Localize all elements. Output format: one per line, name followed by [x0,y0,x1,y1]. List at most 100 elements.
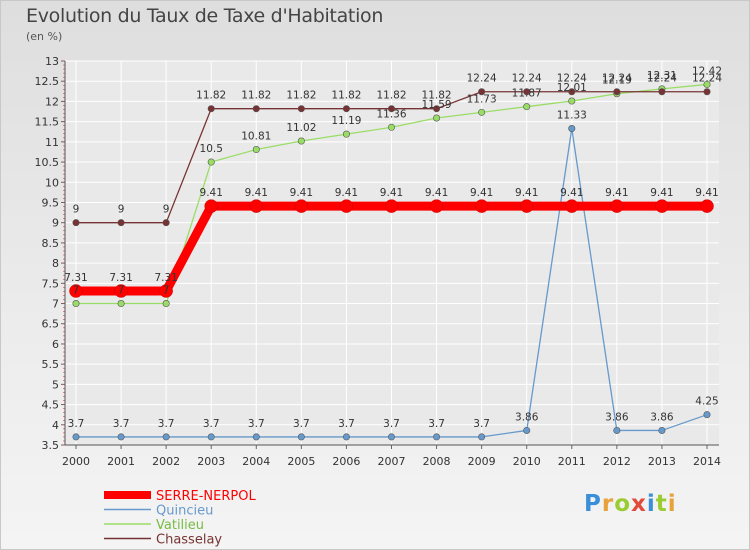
x-tick-label: 2009 [468,455,496,468]
data-point-chasselay [207,105,215,113]
y-tick-label: 9 [52,217,59,230]
data-point-serre-nerpol [700,199,714,213]
x-tick-label: 2008 [423,455,451,468]
data-label: 3.7 [338,418,355,430]
data-label: 11.19 [331,115,361,127]
data-point-quincieu [162,433,170,441]
data-label: 4.25 [695,396,718,408]
data-point-serre-nerpol [384,199,399,213]
x-tick-label: 2004 [242,455,270,468]
data-point-chasselay [613,88,621,96]
y-tick-label: 12.5 [35,75,60,88]
data-point-serre-nerpol [474,199,489,213]
data-label: 9.41 [335,187,358,199]
data-point-quincieu [523,426,531,434]
legend-label: Chasselay [156,533,222,548]
data-point-quincieu [72,433,80,441]
data-point-quincieu [433,433,441,441]
data-label: 7.31 [109,272,132,284]
y-tick-label: 4 [52,419,59,432]
data-point-quincieu [387,433,395,441]
data-label: 11.82 [196,90,226,102]
data-point-vatilieu [703,80,711,88]
data-label: 12.01 [557,82,587,94]
data-point-chasselay [72,219,80,227]
data-label: 11.82 [286,90,316,102]
data-point-quincieu [703,411,711,419]
x-tick-label: 2005 [287,455,315,468]
data-label: 11.82 [376,90,406,102]
data-label: 10.81 [241,131,271,143]
data-point-chasselay [342,105,350,113]
x-tick-label: 2011 [558,455,586,468]
y-tick-label: 8 [52,257,59,270]
data-label: 12.24 [692,73,722,85]
data-point-vatilieu [342,130,350,138]
y-tick-label: 7.5 [42,277,60,290]
data-point-serre-nerpol [159,284,173,298]
data-point-vatilieu [117,300,125,308]
data-point-chasselay [568,88,576,96]
data-point-vatilieu [478,108,486,116]
data-label: 12.19 [602,75,632,87]
legend-label: Vatilieu [156,518,204,533]
data-label: 11.33 [557,110,587,122]
data-label: 3.86 [515,411,539,423]
data-point-serre-nerpol [249,199,264,213]
data-label: 9.41 [470,187,493,199]
data-label: 12.24 [647,73,677,85]
data-label: 9.41 [245,187,268,199]
x-tick-label: 2002 [152,455,180,468]
y-tick-label: 5 [52,378,59,391]
x-tick-label: 2001 [107,455,135,468]
data-point-serre-nerpol [655,199,669,213]
data-label: 3.7 [383,418,400,430]
data-label: 3.7 [248,418,265,430]
data-label: 3.7 [203,418,220,430]
x-tick-label: 2000 [62,455,90,468]
y-tick-label: 10 [45,176,59,189]
y-tick-label: 11.5 [35,116,60,129]
data-label: 7.31 [154,272,177,284]
data-point-vatilieu [433,114,441,122]
data-label: 9 [163,204,170,216]
chart-subtitle: (en %) [26,30,63,43]
data-point-vatilieu [297,137,305,145]
chart-title: Evolution du Taux de Taxe d'Habitation [26,5,384,27]
y-tick-label: 6.5 [42,318,60,331]
y-tick-label: 7 [52,298,59,311]
y-tick-label: 4.5 [42,399,60,412]
data-point-quincieu [658,426,666,434]
data-point-quincieu [478,433,486,441]
x-tick-label: 2012 [603,455,631,468]
data-label: 9.41 [560,187,583,199]
data-label: 12.31 [647,70,677,82]
data-label: 11.36 [376,108,406,120]
data-point-vatilieu [568,97,576,105]
data-point-quincieu [117,433,125,441]
data-label: 3.86 [605,411,629,423]
data-point-vatilieu [162,300,170,308]
data-point-serre-nerpol [114,284,128,298]
data-label: 9.41 [290,187,313,199]
data-label: 9 [118,204,125,216]
data-point-chasselay [478,88,486,96]
y-tick-label: 5.5 [42,358,60,371]
data-label: 3.7 [293,418,310,430]
data-label: 11.82 [331,90,361,102]
data-label: 9.41 [515,187,538,199]
data-label: 12.24 [512,73,542,85]
data-label: 9.41 [650,187,673,199]
y-tick-label: 11 [45,136,59,149]
data-label: 7 [163,285,170,297]
data-label: 12.24 [467,73,497,85]
data-label: 11.82 [241,90,271,102]
data-point-vatilieu [252,146,260,154]
data-label: 9 [73,204,80,216]
data-label: 11.87 [512,88,542,100]
data-point-chasselay [703,88,711,96]
data-label: 10.5 [200,143,223,155]
data-label: 9.41 [200,187,223,199]
y-tick-label: 12 [45,95,59,108]
